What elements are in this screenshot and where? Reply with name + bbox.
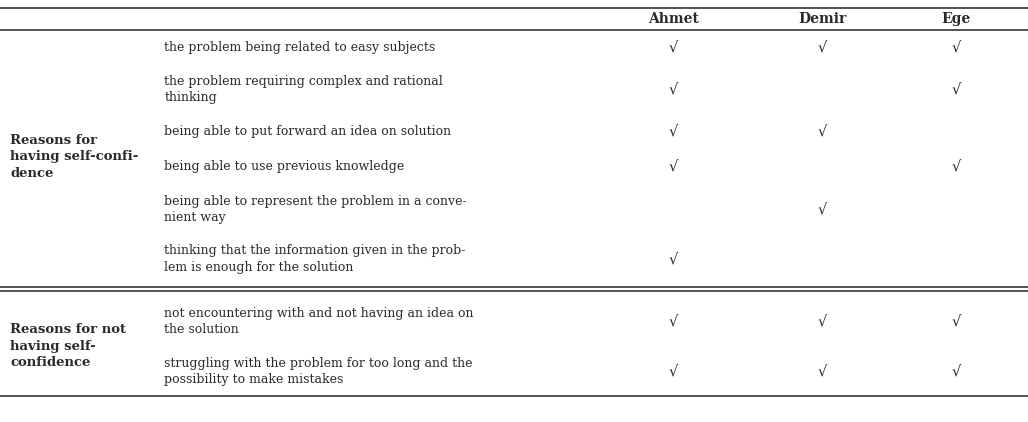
Text: √: √ — [951, 314, 961, 329]
Text: √: √ — [951, 82, 961, 97]
Text: √: √ — [817, 202, 828, 216]
Text: √: √ — [668, 40, 678, 54]
Text: √: √ — [668, 314, 678, 329]
Text: √: √ — [668, 364, 678, 379]
Text: Reasons for
having self-confi-
dence: Reasons for having self-confi- dence — [10, 134, 139, 180]
Text: being able to put forward an idea on solution: being able to put forward an idea on sol… — [164, 125, 451, 138]
Text: √: √ — [951, 160, 961, 174]
Text: √: √ — [817, 125, 828, 139]
Text: √: √ — [817, 364, 828, 379]
Text: Ege: Ege — [942, 12, 970, 26]
Text: √: √ — [951, 364, 961, 379]
Text: thinking that the information given in the prob-
lem is enough for the solution: thinking that the information given in t… — [164, 244, 466, 274]
Text: √: √ — [817, 40, 828, 54]
Text: √: √ — [668, 160, 678, 174]
Text: √: √ — [668, 125, 678, 139]
Text: the problem being related to easy subjects: the problem being related to easy subjec… — [164, 41, 436, 54]
Text: √: √ — [817, 314, 828, 329]
Text: Reasons for not
having self-
confidence: Reasons for not having self- confidence — [10, 323, 126, 370]
Text: being able to use previous knowledge: being able to use previous knowledge — [164, 160, 405, 173]
Text: Demir: Demir — [799, 12, 846, 26]
Text: Ahmet: Ahmet — [648, 12, 699, 26]
Text: the problem requiring complex and rational
thinking: the problem requiring complex and ration… — [164, 75, 443, 104]
Text: struggling with the problem for too long and the
possibility to make mistakes: struggling with the problem for too long… — [164, 357, 473, 386]
Text: √: √ — [668, 252, 678, 266]
Text: being able to represent the problem in a conve-
nient way: being able to represent the problem in a… — [164, 195, 467, 224]
Text: √: √ — [668, 82, 678, 97]
Text: √: √ — [951, 40, 961, 54]
Text: not encountering with and not having an idea on
the solution: not encountering with and not having an … — [164, 307, 474, 336]
